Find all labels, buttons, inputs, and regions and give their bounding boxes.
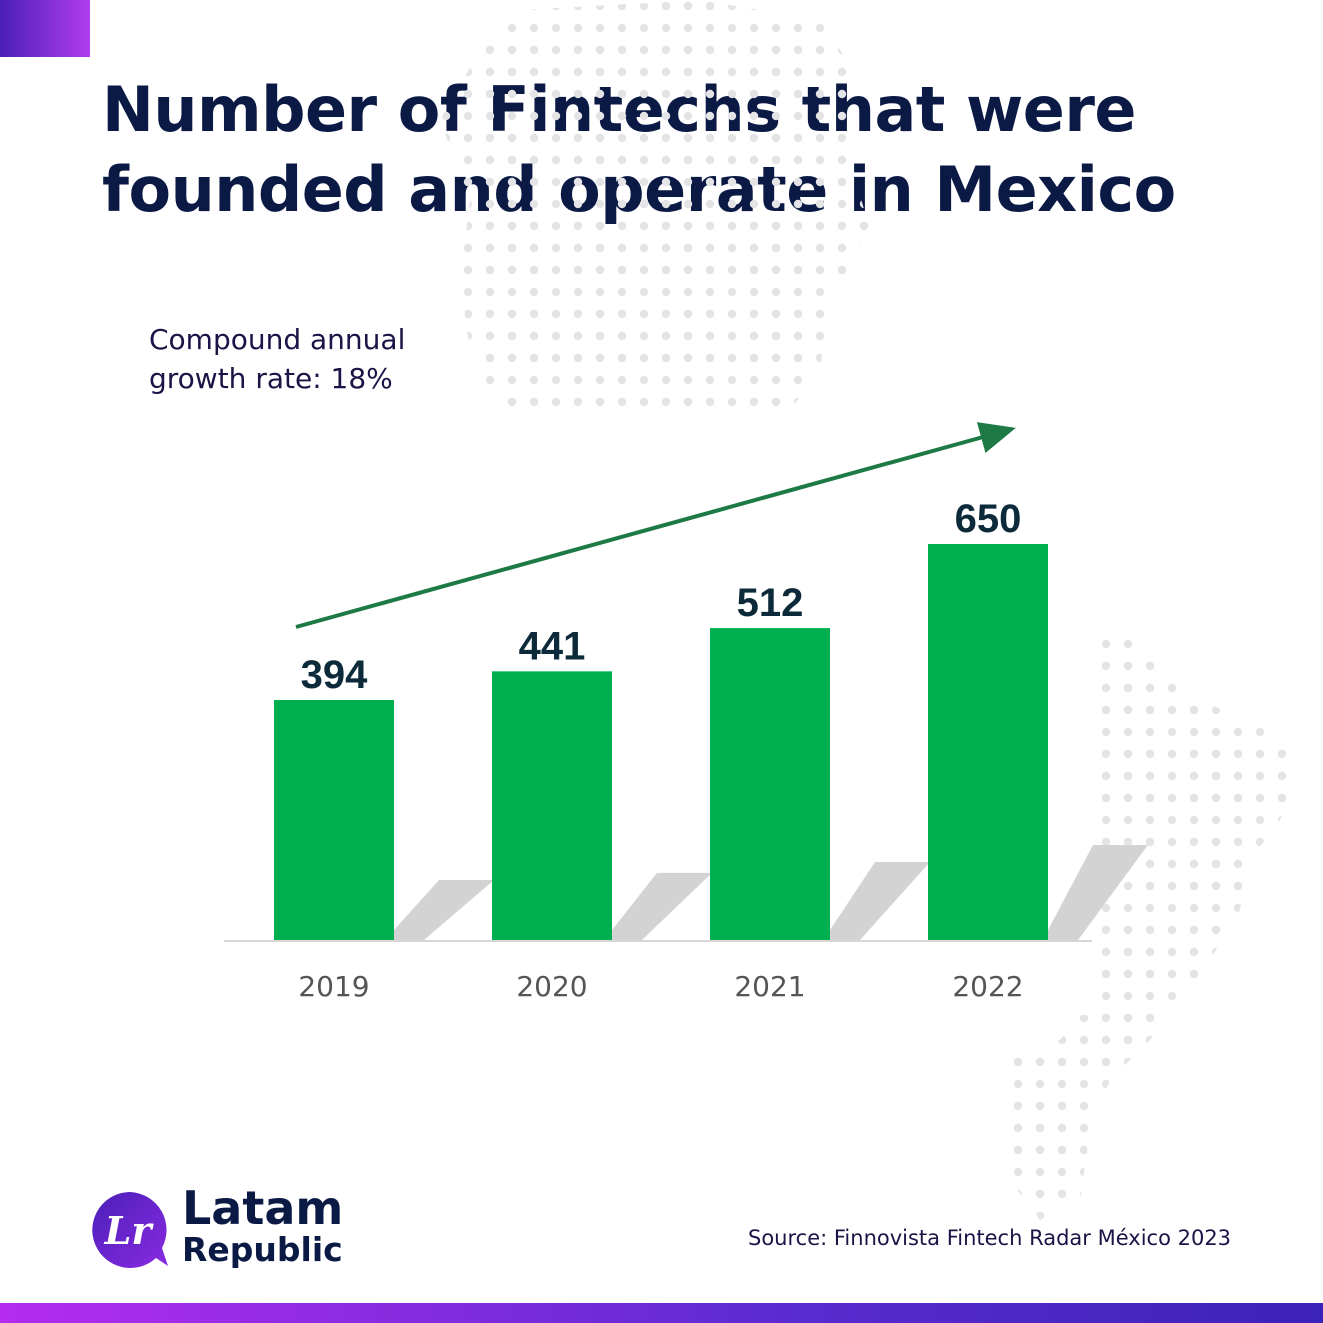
logo-wordmark: Latam Republic: [182, 1184, 343, 1268]
logo-line-1: Latam: [182, 1181, 344, 1235]
bar-2020: [492, 671, 612, 940]
bar-2021: [710, 628, 830, 940]
logo-mark-text: Lr: [104, 1208, 155, 1253]
logo-line-2: Republic: [182, 1230, 343, 1269]
bar-shadow-2020: [612, 872, 712, 940]
cagr-annotation: Compound annual growth rate: 18%: [149, 320, 449, 398]
value-label-2022: 650: [955, 497, 1022, 541]
map-background: [440, 0, 1300, 1220]
corner-accent: [0, 0, 90, 57]
value-label-2021: 512: [737, 581, 804, 625]
source-note: Source: Finnovista Fintech Radar México …: [748, 1226, 1232, 1250]
tick-label-2021: 2021: [734, 970, 805, 1003]
bar-shadow-2022: [1048, 845, 1148, 940]
tick-label-2020: 2020: [516, 970, 587, 1003]
value-label-2020: 441: [519, 624, 586, 668]
bar-2022: [928, 544, 1048, 940]
logo-mark-icon: Lr: [92, 1192, 168, 1268]
tick-label-2022: 2022: [952, 970, 1023, 1003]
cagr-line-2: growth rate: 18%: [149, 362, 393, 395]
latam-republic-logo: Lr Latam Republic: [90, 1184, 390, 1274]
bar-shadows: [394, 845, 1148, 940]
bars-group: [274, 544, 1048, 940]
bar-shadow-2021: [830, 862, 930, 940]
cagr-line-1: Compound annual: [149, 323, 406, 356]
bottom-accent-bar: [0, 1303, 1323, 1323]
bar-shadow-2019: [394, 879, 494, 940]
tick-labels-group: 2019 2020 2021 2022: [298, 970, 1023, 1003]
tick-label-2019: 2019: [298, 970, 369, 1003]
value-labels-group: 394 441 512 650: [301, 497, 1022, 697]
bar-2019: [274, 699, 394, 940]
growth-trend-arrow: [295, 422, 1016, 629]
value-label-2019: 394: [301, 653, 368, 697]
